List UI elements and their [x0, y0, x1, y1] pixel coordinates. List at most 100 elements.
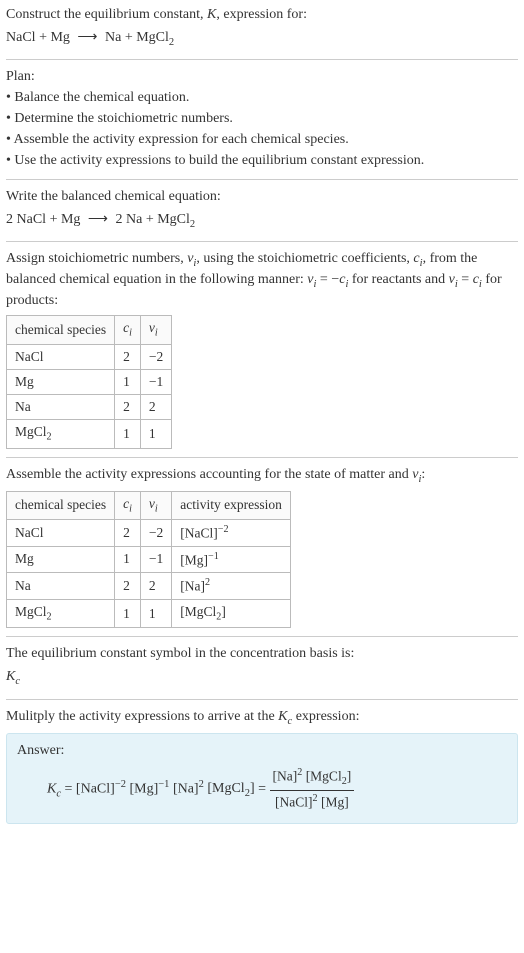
- mgcl-text: MgCl: [136, 30, 169, 45]
- stoich-table: chemical species ci νi NaCl 2 −2 Mg 1 −1…: [6, 315, 172, 448]
- col-ci: ci: [115, 491, 141, 519]
- k-symbol: K: [278, 709, 287, 724]
- cell-species: MgCl2: [7, 600, 115, 628]
- assign-eq2: =: [458, 272, 473, 287]
- act-base: [NaCl]: [180, 525, 218, 540]
- divider: [6, 241, 518, 242]
- mgcl-text: MgCl: [157, 212, 190, 227]
- arrow-icon: ⟶: [73, 30, 101, 45]
- coef-2: 2: [6, 212, 17, 227]
- equals: =: [255, 781, 270, 796]
- num-mgcl: [MgCl: [302, 768, 341, 783]
- mgcl-open: [MgCl: [207, 781, 244, 796]
- assign-text-a: Assign stoichiometric numbers,: [6, 251, 187, 266]
- sp-nacl: NaCl: [17, 212, 47, 227]
- plus: +: [142, 212, 157, 227]
- col-ci: ci: [115, 316, 141, 344]
- cell-species: NaCl: [7, 519, 115, 546]
- mgcl-sub: 2: [169, 37, 174, 48]
- act-base: [Na]: [180, 579, 205, 594]
- sp-mg: Mg: [50, 30, 69, 45]
- den-mg: [Mg]: [318, 795, 349, 810]
- answer-expression: Kc = [NaCl]−2 [Mg]−1 [Na]2 [MgCl2] = [Na…: [17, 765, 507, 813]
- table-row: NaCl 2 −2 [NaCl]−2: [7, 519, 291, 546]
- cell-activity: [Na]2: [172, 573, 291, 600]
- balanced-equation: 2 NaCl + Mg ⟶ 2 Na + MgCl2: [6, 209, 518, 234]
- act-base: [Mg]: [180, 552, 208, 567]
- cell-activity: [Mg]−1: [172, 546, 291, 573]
- table-row: Na 2 2: [7, 395, 172, 420]
- i-sub: i: [129, 503, 132, 514]
- sp-na: Na: [126, 212, 142, 227]
- construct-text-a: Construct the equilibrium constant,: [6, 7, 207, 22]
- act-close: ]: [221, 604, 226, 619]
- i-sub: i: [155, 328, 158, 339]
- plan-bullet-2: • Determine the stoichiometric numbers.: [6, 110, 518, 129]
- plan-bullet-3: • Assemble the activity expression for e…: [6, 131, 518, 150]
- assign-eq1: = −: [316, 272, 339, 287]
- answer-box: Answer: Kc = [NaCl]−2 [Mg]−1 [Na]2 [MgCl…: [6, 733, 518, 824]
- plus: +: [36, 30, 51, 45]
- cell-nui: −1: [140, 369, 171, 394]
- table-row: NaCl 2 −2: [7, 344, 172, 369]
- table-row: Mg 1 −1: [7, 369, 172, 394]
- divider: [6, 179, 518, 180]
- num-na: [Na]: [273, 768, 298, 783]
- cell-nui: −2: [140, 519, 171, 546]
- cell-ci: 2: [115, 573, 141, 600]
- plan-bullet-4: • Use the activity expressions to build …: [6, 152, 518, 171]
- construct-text-b: , expression for:: [216, 7, 307, 22]
- cell-nui: −2: [140, 344, 171, 369]
- exp: −1: [158, 779, 169, 790]
- table-header-row: chemical species ci νi: [7, 316, 172, 344]
- balanced-intro: Write the balanced chemical equation:: [6, 188, 518, 207]
- cell-ci: 1: [115, 600, 141, 628]
- multiply-line: Mulitply the activity expressions to arr…: [6, 708, 518, 729]
- assemble-text-a: Assemble the activity expressions accoun…: [6, 467, 412, 482]
- mgcl-text: MgCl: [15, 424, 47, 439]
- mgcl-sub: 2: [190, 219, 195, 230]
- c-sub: c: [15, 676, 20, 687]
- mgcl-text: MgCl: [15, 604, 47, 619]
- multiply-text-b: expression:: [292, 709, 359, 724]
- divider: [6, 699, 518, 700]
- divider: [6, 457, 518, 458]
- k-symbol: K: [6, 669, 15, 684]
- act-exp: 2: [205, 577, 210, 588]
- sp-mgcl2: MgCl2: [136, 30, 174, 45]
- plan-bullet-1: • Balance the chemical equation.: [6, 89, 518, 108]
- mgcl-sub: 2: [47, 432, 52, 443]
- plus: +: [46, 212, 61, 227]
- act-exp: −1: [208, 551, 219, 562]
- den-nacl: [NaCl]: [275, 795, 313, 810]
- assign-text-b: , using the stoichiometric coefficients,: [196, 251, 413, 266]
- multiply-text-a: Mulitply the activity expressions to arr…: [6, 709, 278, 724]
- cell-species: Na: [7, 573, 115, 600]
- cell-nui: 1: [140, 420, 171, 448]
- fraction: [Na]2 [MgCl2] [NaCl]2 [Mg]: [270, 765, 355, 813]
- act-exp: −2: [218, 524, 229, 535]
- term-mg: [Mg]: [129, 781, 158, 796]
- plus: +: [121, 30, 136, 45]
- cell-species: MgCl2: [7, 420, 115, 448]
- cell-nui: 2: [140, 573, 171, 600]
- cell-ci: 1: [115, 369, 141, 394]
- cell-activity: [MgCl2]: [172, 600, 291, 628]
- k-symbol: K: [47, 781, 56, 796]
- col-nui: νi: [140, 316, 171, 344]
- table-row: MgCl2 1 1: [7, 420, 172, 448]
- divider: [6, 636, 518, 637]
- mgcl-close: ]: [347, 768, 352, 783]
- mgcl-sub: 2: [47, 612, 52, 623]
- col-activity: activity expression: [172, 491, 291, 519]
- assign-text-d: for reactants and: [348, 272, 448, 287]
- i-sub: i: [155, 503, 158, 514]
- table-row: Mg 1 −1 [Mg]−1: [7, 546, 291, 573]
- initial-reaction: NaCl + Mg ⟶ Na + MgCl2: [6, 27, 518, 52]
- col-species: chemical species: [7, 491, 115, 519]
- arrow-icon: ⟶: [84, 212, 112, 227]
- answer-label: Answer:: [17, 742, 507, 761]
- activity-table: chemical species ci νi activity expressi…: [6, 491, 291, 629]
- cell-ci: 2: [115, 344, 141, 369]
- assemble-text-b: :: [421, 467, 425, 482]
